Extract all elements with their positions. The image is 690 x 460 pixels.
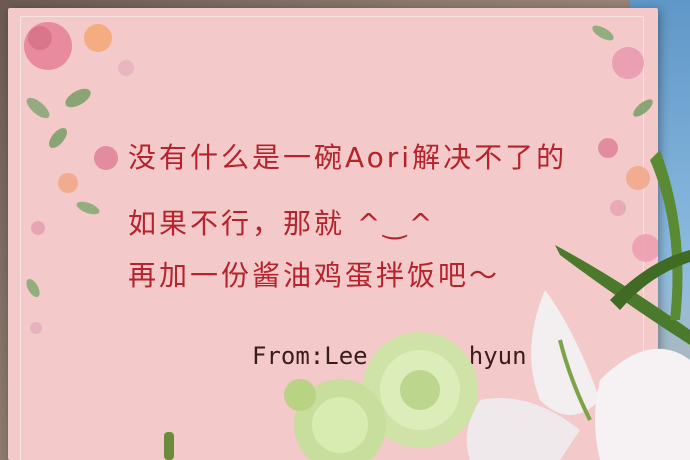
message-line-3: 再加一份酱油鸡蛋拌饭吧～: [128, 259, 501, 292]
message-card: 没有什么是一碗Aori解决不了的 如果不行，那就 ^‿^ 再加一份酱油鸡蛋拌饭吧…: [8, 8, 658, 460]
floral-border-left-icon: [24, 22, 134, 334]
signature-text: From:Lee Seung-hyun: [252, 342, 527, 370]
message-line-2: 如果不行，那就 ^‿^: [128, 207, 436, 240]
message-line-1: 没有什么是一碗Aori解决不了的: [128, 141, 568, 174]
floral-border-right-icon: [592, 25, 658, 262]
